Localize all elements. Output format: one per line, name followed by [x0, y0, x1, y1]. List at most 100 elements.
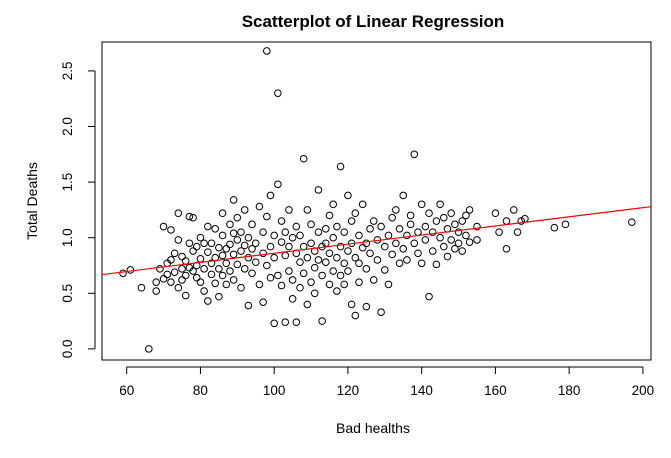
data-point [436, 200, 444, 209]
data-point [215, 292, 223, 301]
data-point [425, 209, 433, 218]
data-point [167, 278, 175, 286]
data-point [226, 240, 234, 249]
data-point [192, 242, 201, 251]
data-point [263, 212, 271, 221]
data-point [351, 253, 360, 262]
data-point [462, 211, 470, 220]
data-point [421, 222, 430, 231]
chart-title: Scatterplot of Linear Regression [242, 12, 505, 31]
data-point [347, 300, 356, 309]
data-point [240, 241, 249, 250]
data-point [358, 200, 367, 209]
data-point [561, 220, 570, 229]
data-point [178, 276, 186, 284]
y-tick-label: 0.0 [60, 339, 75, 358]
data-point [362, 265, 371, 273]
data-point [292, 318, 301, 326]
x-tick-label: 60 [119, 383, 134, 398]
x-axis: 60 80 100 120 140 160 180 200 [119, 366, 654, 398]
data-point [329, 267, 337, 275]
data-point [200, 287, 208, 295]
data-point [288, 276, 297, 284]
data-point [340, 228, 349, 236]
data-point [465, 206, 474, 214]
data-point [314, 256, 323, 264]
data-point [266, 191, 275, 200]
data-point [310, 263, 319, 272]
data-point [314, 186, 323, 194]
data-point [229, 250, 238, 259]
data-point [240, 265, 249, 273]
y-tick-label: 2.5 [60, 62, 75, 81]
data-point [428, 247, 437, 255]
data-point [325, 249, 334, 258]
data-point [351, 209, 360, 218]
data-point [152, 278, 160, 286]
data-point [403, 256, 411, 264]
data-point [432, 260, 441, 269]
data-point [189, 267, 197, 275]
data-point [215, 265, 223, 273]
data-point [174, 236, 183, 244]
data-point [233, 236, 242, 244]
data-point [473, 222, 481, 231]
data-point [244, 301, 253, 310]
y-axis-label: Total Deaths [24, 162, 40, 240]
data-point [237, 247, 245, 255]
data-point [126, 266, 135, 274]
data-point [458, 247, 467, 255]
data-point [204, 248, 212, 256]
data-point [336, 162, 345, 171]
data-point [277, 217, 286, 225]
data-point [233, 260, 242, 269]
data-point [189, 213, 197, 222]
data-point [377, 308, 385, 316]
data-point [340, 259, 349, 268]
data-point [473, 236, 481, 244]
data-point [380, 266, 389, 274]
data-point [288, 295, 297, 303]
data-point [281, 318, 290, 326]
data-point [181, 291, 190, 300]
data-point [369, 217, 378, 225]
regression-line [102, 206, 651, 276]
data-point [329, 200, 337, 209]
data-point [392, 206, 400, 214]
data-point [451, 245, 459, 253]
data-point [410, 239, 419, 248]
data-point [333, 287, 341, 295]
data-point [439, 213, 448, 222]
data-point [502, 245, 511, 253]
data-point [222, 245, 231, 253]
data-point [628, 218, 636, 226]
data-point [218, 209, 227, 218]
data-point [388, 250, 396, 259]
data-point [167, 256, 175, 264]
data-point [240, 206, 249, 214]
data-point [178, 252, 186, 261]
data-point [454, 239, 463, 248]
y-tick-label: 2.0 [60, 117, 75, 136]
data-point [229, 229, 238, 238]
data-point [296, 231, 304, 240]
data-point [181, 271, 190, 280]
data-point [458, 217, 467, 225]
data-point [299, 269, 308, 278]
data-point [395, 259, 404, 268]
data-point [369, 276, 378, 284]
data-point [229, 276, 238, 284]
data-point [248, 269, 256, 278]
data-point [428, 228, 437, 236]
data-point [211, 279, 219, 288]
data-point [336, 271, 345, 280]
data-point [432, 217, 441, 225]
plot-frame [101, 41, 652, 361]
data-point [270, 253, 278, 262]
data-point [513, 228, 522, 236]
x-tick-label: 80 [193, 383, 208, 398]
data-point [358, 243, 367, 252]
data-point [344, 191, 352, 200]
data-point [274, 180, 282, 189]
data-point [292, 222, 301, 231]
